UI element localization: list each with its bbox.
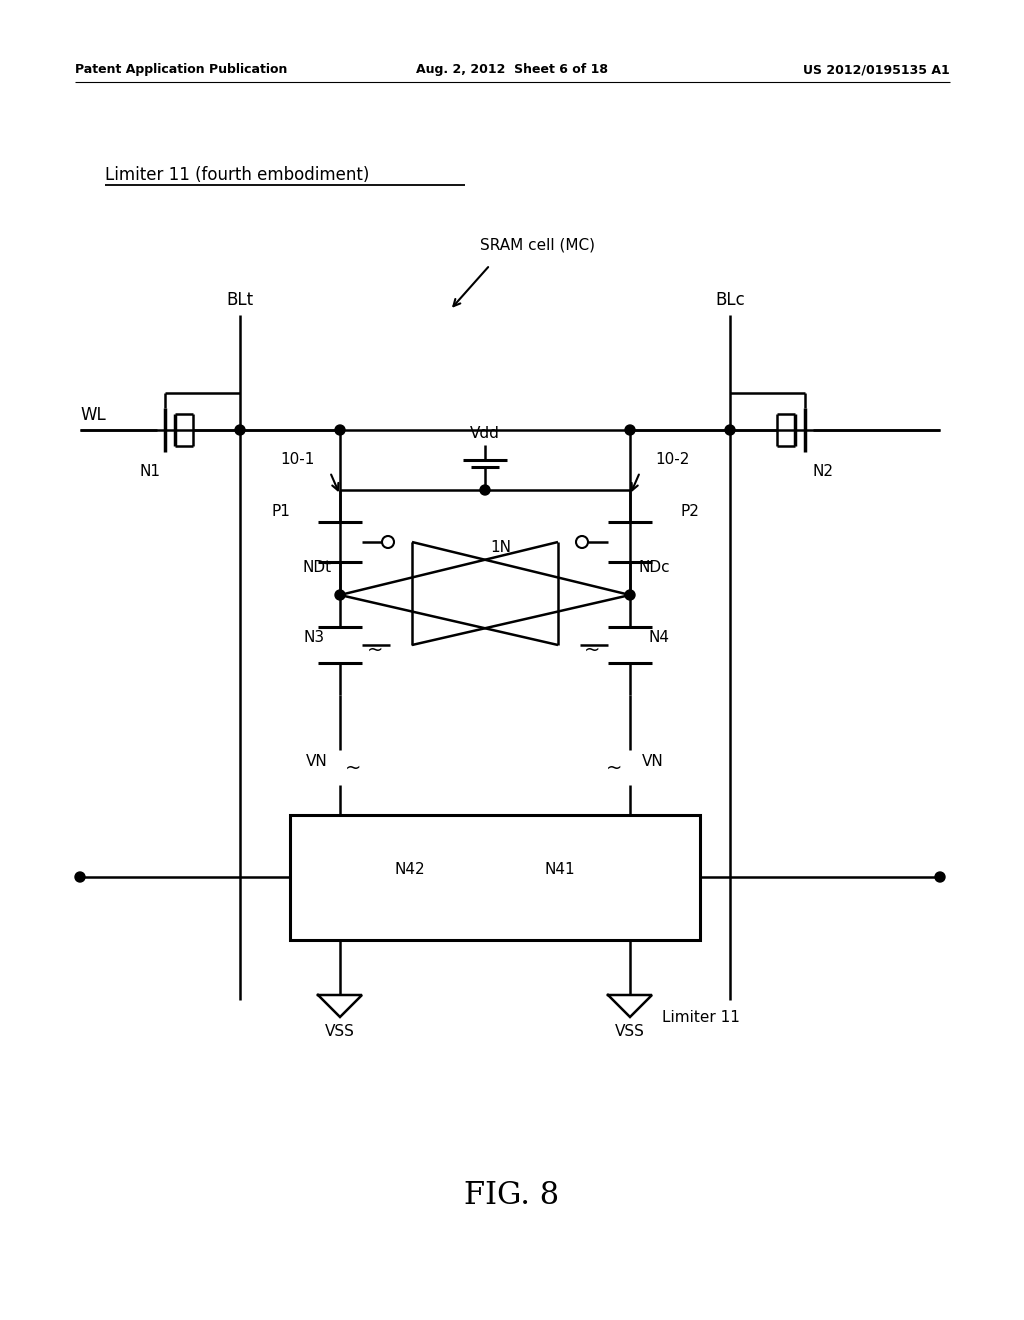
Text: BLt: BLt — [226, 290, 254, 309]
Text: VN: VN — [306, 755, 328, 770]
Circle shape — [234, 425, 245, 436]
Text: N4: N4 — [648, 630, 669, 644]
Circle shape — [335, 425, 345, 436]
Text: VSS: VSS — [325, 1024, 355, 1040]
Text: N2: N2 — [812, 465, 834, 479]
Text: P1: P1 — [271, 504, 290, 520]
Text: N3: N3 — [304, 630, 325, 644]
Circle shape — [480, 484, 490, 495]
Circle shape — [625, 590, 635, 601]
Text: NDc: NDc — [638, 560, 670, 574]
Text: VSS: VSS — [615, 1024, 645, 1040]
Text: Aug. 2, 2012  Sheet 6 of 18: Aug. 2, 2012 Sheet 6 of 18 — [416, 63, 608, 77]
Text: N41: N41 — [545, 862, 575, 876]
Circle shape — [625, 425, 635, 436]
Circle shape — [935, 873, 945, 882]
Text: US 2012/0195135 A1: US 2012/0195135 A1 — [803, 63, 950, 77]
Text: BLc: BLc — [715, 290, 744, 309]
Text: FIG. 8: FIG. 8 — [465, 1180, 559, 1210]
Circle shape — [335, 590, 345, 601]
Text: VN: VN — [642, 755, 664, 770]
Text: ~: ~ — [345, 759, 361, 777]
Bar — [290, 814, 700, 940]
Text: ~: ~ — [367, 640, 383, 660]
Text: SRAM cell (MC): SRAM cell (MC) — [480, 238, 595, 252]
Text: Vdd: Vdd — [470, 425, 500, 441]
Text: WL: WL — [80, 407, 105, 424]
Text: N1: N1 — [139, 465, 161, 479]
Circle shape — [75, 873, 85, 882]
Text: NDt: NDt — [303, 560, 332, 574]
Text: 10-2: 10-2 — [655, 453, 689, 467]
Text: ~: ~ — [605, 759, 622, 777]
Text: ~: ~ — [584, 640, 600, 660]
Text: Limiter 11 (fourth embodiment): Limiter 11 (fourth embodiment) — [105, 166, 370, 183]
Circle shape — [725, 425, 735, 436]
Text: P2: P2 — [680, 504, 698, 520]
Text: Limiter 11: Limiter 11 — [662, 1011, 740, 1026]
Text: 1N: 1N — [490, 540, 511, 554]
Text: N42: N42 — [395, 862, 426, 876]
Text: 10-1: 10-1 — [281, 453, 315, 467]
Text: Patent Application Publication: Patent Application Publication — [75, 63, 288, 77]
